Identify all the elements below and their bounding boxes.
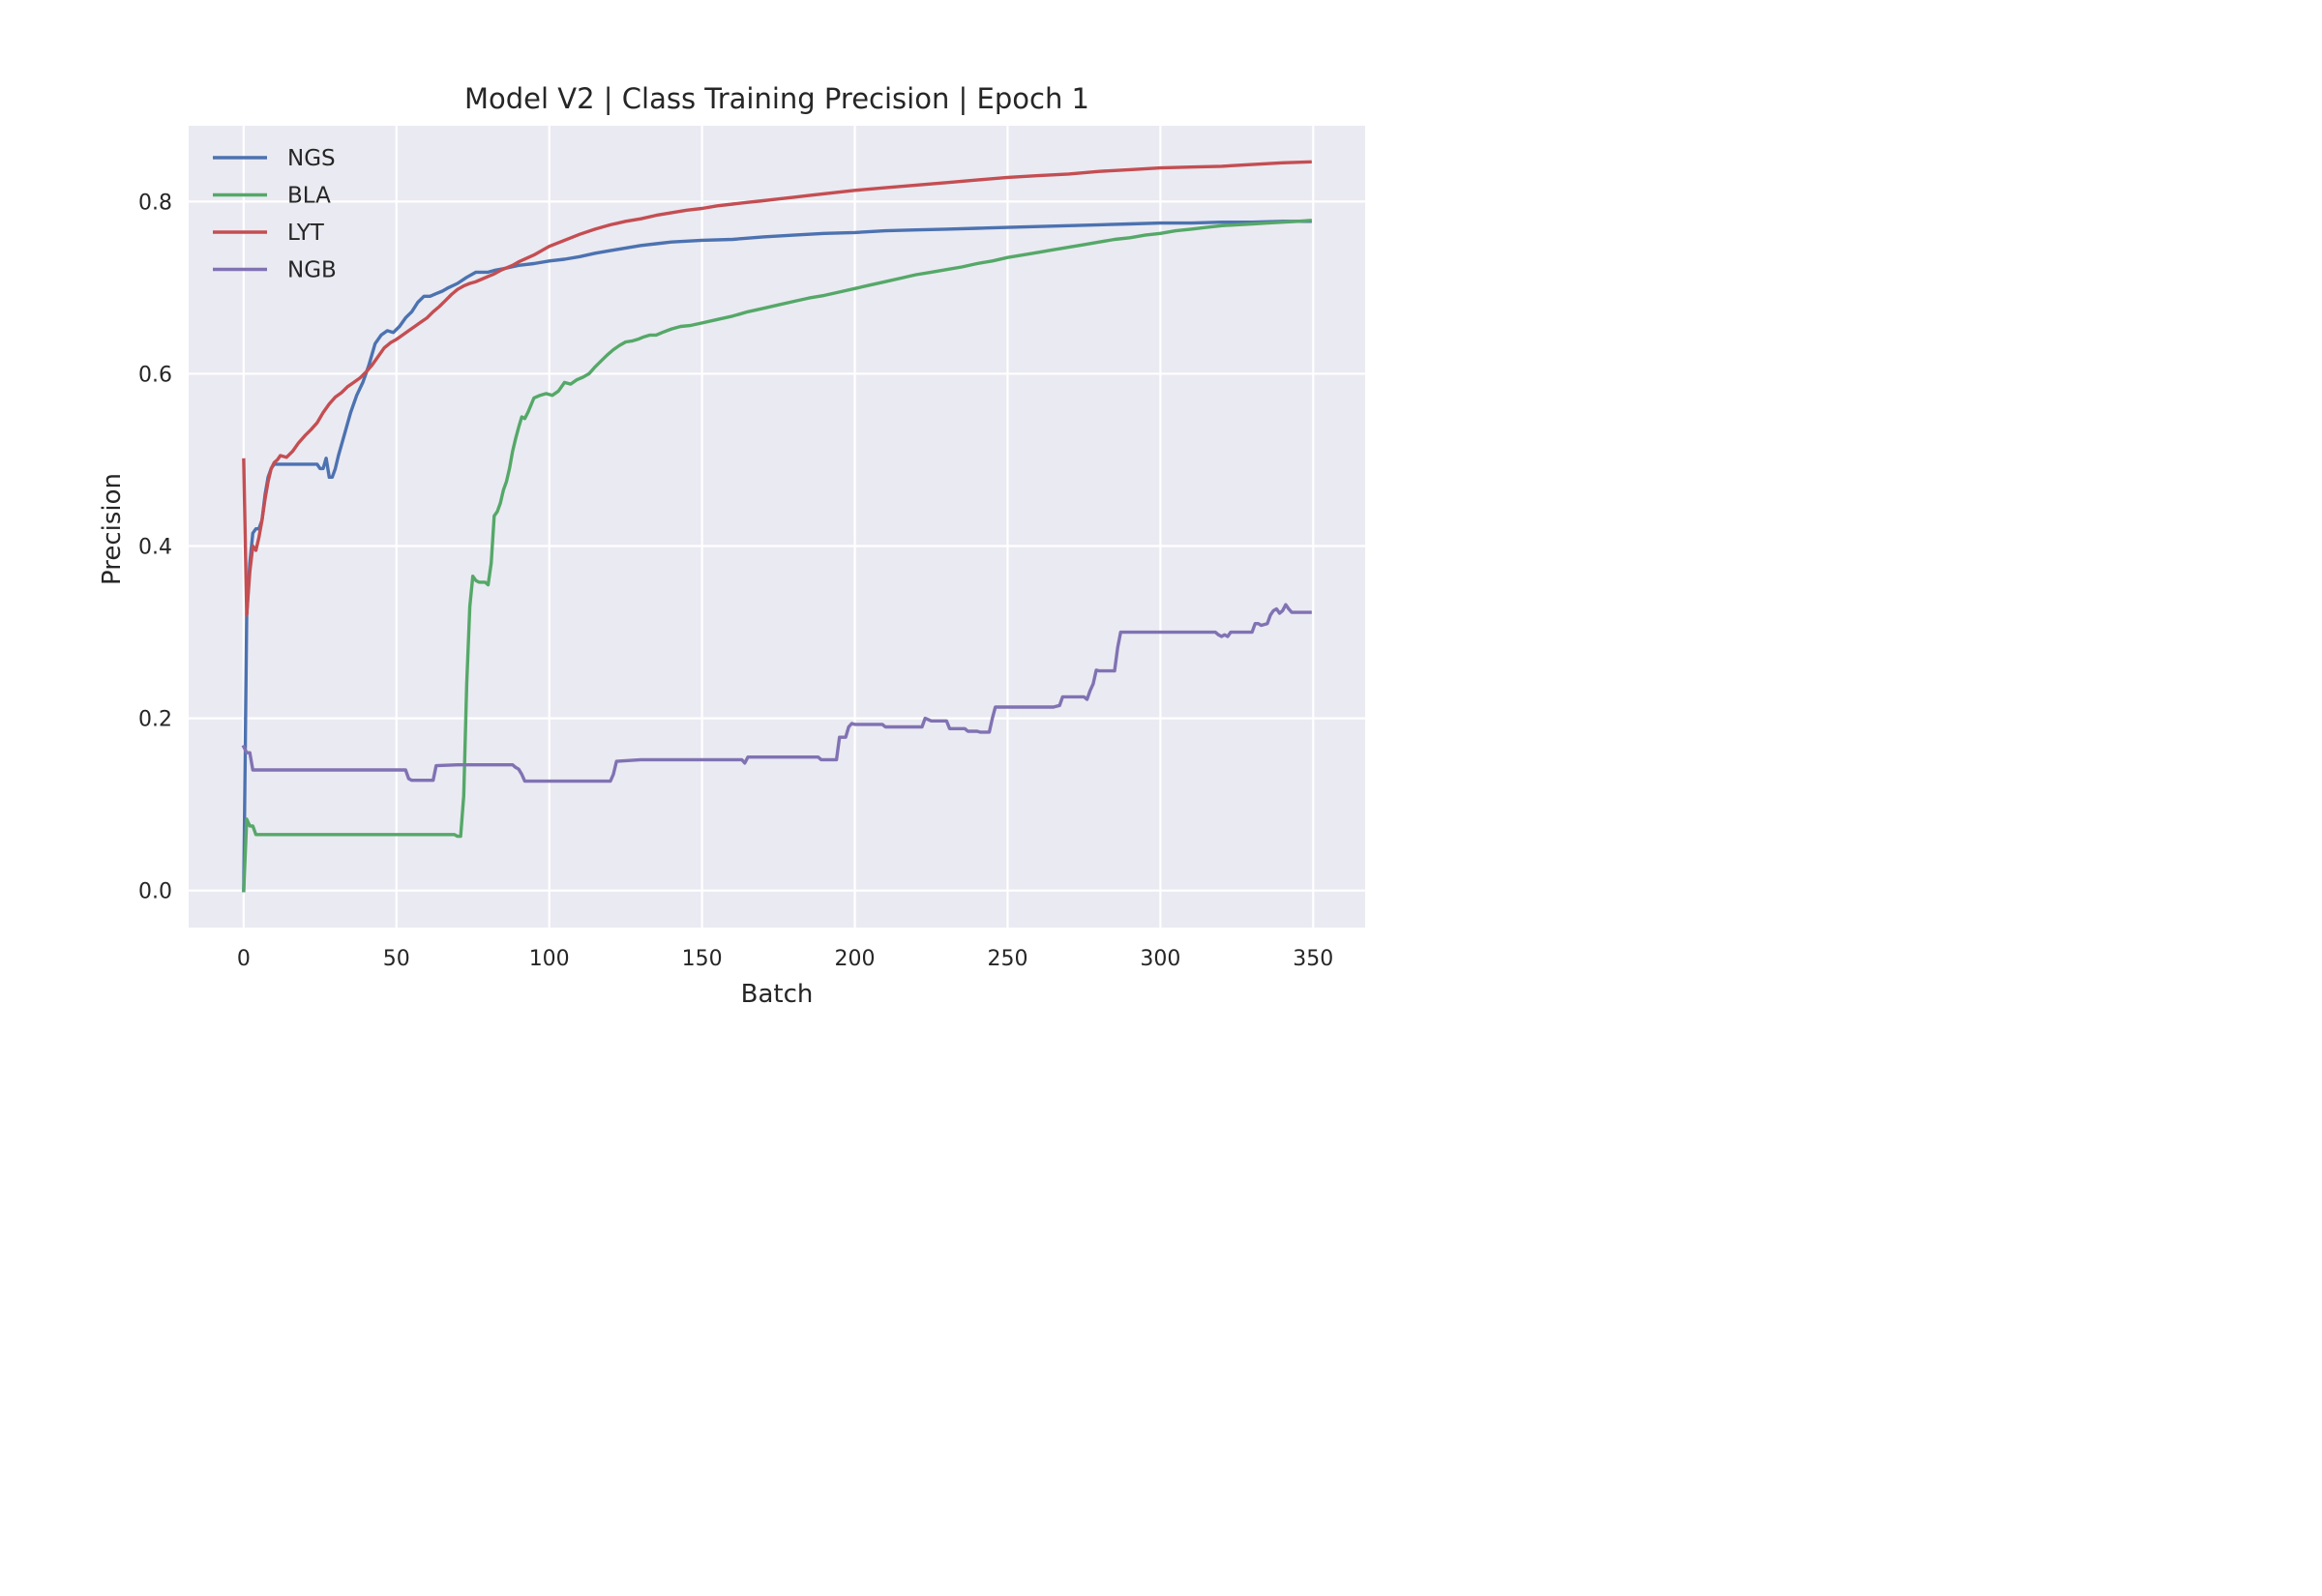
x-axis-label: Batch	[741, 980, 814, 1009]
x-tick-label: 0	[237, 947, 251, 971]
series-line-ngs	[242, 220, 1312, 893]
x-tick-label: 150	[682, 947, 723, 971]
line-chart: 0 50 100 150 200 250 300 350 0.0 0.2 0.4 0.6 0.8 Mo…	[0, 0, 1509, 1037]
y-tick-label: 0.4	[138, 536, 172, 560]
legend-item-ngb: NGB	[213, 258, 337, 283]
series-lines	[241, 160, 1312, 893]
x-axis-ticks: 0 50 100 150 200 250 300 350	[237, 947, 1333, 971]
x-tick-label: 50	[383, 947, 410, 971]
legend-label: LYT	[287, 221, 325, 246]
x-tick-label: 100	[529, 947, 570, 971]
plot-area	[189, 126, 1365, 928]
series-line-ngb	[241, 603, 1312, 783]
x-tick-label: 200	[835, 947, 876, 971]
legend-item-ngs: NGS	[213, 146, 336, 171]
x-tick-label: 300	[1140, 947, 1180, 971]
series-line-bla	[242, 219, 1312, 893]
x-tick-label: 350	[1293, 947, 1333, 971]
x-tick-label: 250	[987, 947, 1027, 971]
chart-title: Model V2 | Class Training Precision | Ep…	[464, 82, 1089, 115]
legend-item-bla: BLA	[213, 184, 331, 209]
y-tick-label: 0.0	[138, 880, 172, 904]
legend-label: NGS	[287, 146, 336, 171]
legend: NGS BLA LYT NGB	[213, 146, 337, 283]
y-tick-label: 0.6	[138, 363, 172, 387]
legend-label: BLA	[287, 184, 331, 209]
y-tick-label: 0.8	[138, 191, 172, 215]
series-line-lyt	[242, 160, 1312, 617]
legend-item-lyt: LYT	[213, 221, 325, 246]
y-axis-ticks: 0.0 0.2 0.4 0.6 0.8	[138, 191, 172, 903]
y-tick-label: 0.2	[138, 708, 172, 732]
legend-label: NGB	[287, 258, 337, 283]
y-axis-label: Precision	[98, 473, 127, 585]
